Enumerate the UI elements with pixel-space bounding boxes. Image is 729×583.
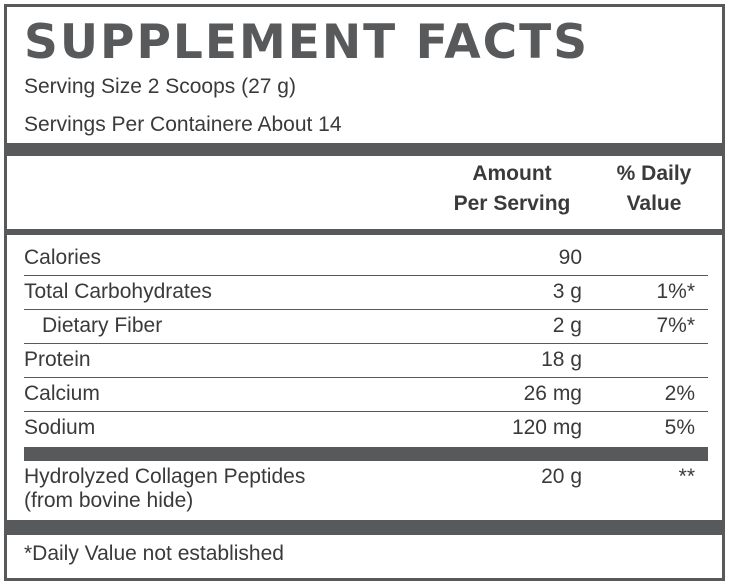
dv-header-line2: Value (626, 192, 682, 215)
servings-per-container: Servings Per Containere About 14 (24, 113, 342, 136)
dv-header-line1: % Daily (616, 162, 692, 185)
nutrient-row-total-carbohydrates: Total Carbohydrates 3 g 1%* (24, 276, 708, 310)
thick-divider-bottom (7, 520, 722, 535)
row-divider (24, 309, 708, 310)
nutrient-amount: 2 g (552, 314, 582, 337)
amount-header-line2: Per Serving (453, 192, 571, 215)
thick-divider-mid (24, 447, 708, 461)
collagen-label-line2: (from bovine hide) (24, 489, 194, 512)
nutrient-row-collagen: Hydrolyzed Collagen Peptides (from bovin… (24, 461, 708, 519)
nutrient-label: Sodium (24, 416, 96, 439)
nutrient-row-protein: Protein 18 g (24, 344, 708, 378)
nutrient-amount: 3 g (552, 280, 582, 303)
nutrient-amount: 18 g (541, 348, 582, 371)
supplement-facts-panel: SUPPLEMENT FACTS Serving Size 2 Scoops (… (4, 4, 725, 581)
nutrient-dv: ** (678, 465, 695, 488)
row-divider (24, 377, 708, 378)
amount-header: Amount Per Serving (439, 159, 585, 219)
nutrient-amount: 120 mg (511, 416, 582, 439)
nutrient-label: Protein (24, 348, 91, 371)
collagen-label-line1: Hydrolyzed Collagen Peptides (24, 465, 306, 488)
nutrient-dv: 1%* (656, 280, 695, 303)
nutrient-dv: 2% (664, 382, 695, 405)
nutrient-label: Calcium (24, 382, 100, 405)
daily-value-header: % Daily Value (602, 159, 706, 219)
nutrient-dv: 5% (664, 416, 695, 439)
nutrient-label: Dietary Fiber (42, 314, 163, 337)
amount-header-line1: Amount (472, 162, 552, 185)
header-divider (7, 229, 722, 235)
nutrient-amount: 90 (558, 246, 582, 269)
row-divider (24, 411, 708, 412)
row-divider (24, 275, 708, 276)
nutrient-label: Total Carbohydrates (24, 280, 212, 303)
nutrient-row-calcium: Calcium 26 mg 2% (24, 378, 708, 412)
nutrient-amount: 20 g (541, 465, 582, 488)
nutrient-row-dietary-fiber: Dietary Fiber 2 g 7%* (24, 310, 708, 344)
collagen-label: Hydrolyzed Collagen Peptides (from bovin… (24, 465, 305, 513)
nutrient-row-sodium: Sodium 120 mg 5% (24, 412, 708, 446)
nutrient-row-calories: Calories 90 (24, 242, 708, 276)
nutrient-amount: 26 mg (523, 382, 582, 405)
panel-title: SUPPLEMENT FACTS (24, 15, 590, 70)
serving-size: Serving Size 2 Scoops (27 g) (24, 75, 296, 98)
footnote: *Daily Value not established (24, 542, 284, 565)
nutrient-label: Calories (24, 246, 102, 269)
row-divider (24, 343, 708, 344)
nutrient-dv: 7%* (656, 314, 695, 337)
thick-divider-top (7, 143, 722, 156)
